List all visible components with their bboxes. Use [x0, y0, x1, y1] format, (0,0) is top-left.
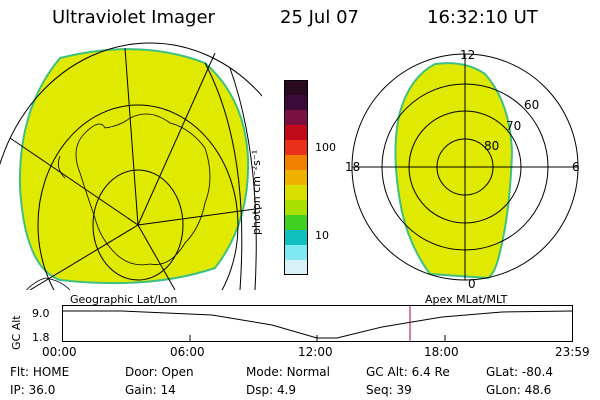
colorbar-stripe: [284, 110, 308, 126]
colorbar-stripe: [284, 95, 308, 111]
colorbar-stripe: [284, 170, 308, 186]
colorbar-stripe: [284, 245, 308, 261]
info-door: Door: Open: [125, 365, 194, 379]
altitude-curve: [62, 310, 574, 339]
time-tick-1800: 18:00: [424, 345, 459, 359]
color-scale-bar: [284, 80, 308, 275]
colorbar-stripe: [284, 185, 308, 201]
date-label: 25 Jul 07: [280, 7, 359, 28]
colorbar-stripe: [284, 230, 308, 246]
info-dsp: Dsp: 4.9: [246, 383, 297, 397]
polar-emission-region: [394, 62, 514, 280]
geographic-label: Geographic Lat/Lon: [70, 293, 178, 306]
info-ip: IP: 36.0: [10, 383, 56, 397]
info-gain: Gain: 14: [125, 383, 176, 397]
colorbar-stripe: [284, 215, 308, 231]
orbit-altitude-timeline: [62, 305, 574, 342]
mlat-label-70: 70: [506, 119, 521, 133]
info-glon: GLon: 48.6: [486, 383, 552, 397]
mlt-label-6: 6: [572, 160, 580, 174]
apex-label: Apex MLat/MLT: [425, 293, 508, 306]
colorbar-stripe: [284, 140, 308, 156]
info-glat: GLat: -80.4: [486, 365, 553, 379]
info-seq: Seq: 39: [366, 383, 412, 397]
info-mode: Mode: Normal: [246, 365, 330, 379]
lat-circle: [92, 169, 184, 281]
colorbar-unit-label: photon cm⁻²s⁻¹: [250, 149, 263, 235]
mlt-label-18: 18: [345, 160, 360, 174]
ytick-bottom: 1.8: [32, 331, 50, 344]
colorbar-stripe: [284, 260, 308, 275]
gc-alt-axis-label: GC Alt: [10, 315, 23, 350]
colorbar-tick-100: 100: [315, 141, 336, 154]
lat-circle: [0, 42, 262, 166]
time-tick-1200: 12:00: [298, 345, 333, 359]
info-flt: Flt: HOME: [10, 365, 70, 379]
geographic-uv-image: [0, 42, 262, 290]
mlt-label-12: 12: [460, 48, 475, 62]
mlat-label-80: 80: [484, 139, 499, 153]
ytick-top: 9.0: [32, 307, 50, 320]
time-tick-0600: 06:00: [170, 345, 205, 359]
mlat-label-60: 60: [524, 98, 539, 112]
colorbar-stripe: [284, 80, 308, 96]
instrument-title: Ultraviolet Imager: [52, 7, 215, 28]
time-label: 16:32:10 UT: [427, 7, 538, 28]
colorbar-stripe: [284, 125, 308, 141]
info-gc-alt: GC Alt: 6.4 Re: [366, 365, 450, 379]
polar-mlt-plot: 12 18 6 0 60 70 80: [345, 48, 580, 291]
mlt-label-0: 0: [468, 277, 476, 291]
time-tick-2359: 23:59: [555, 345, 590, 359]
colorbar-stripe: [284, 155, 308, 171]
colorbar-tick-10: 10: [315, 229, 329, 242]
colorbar-stripe: [284, 200, 308, 216]
time-tick-0000: 00:00: [42, 345, 77, 359]
lat-circle: [37, 104, 239, 290]
